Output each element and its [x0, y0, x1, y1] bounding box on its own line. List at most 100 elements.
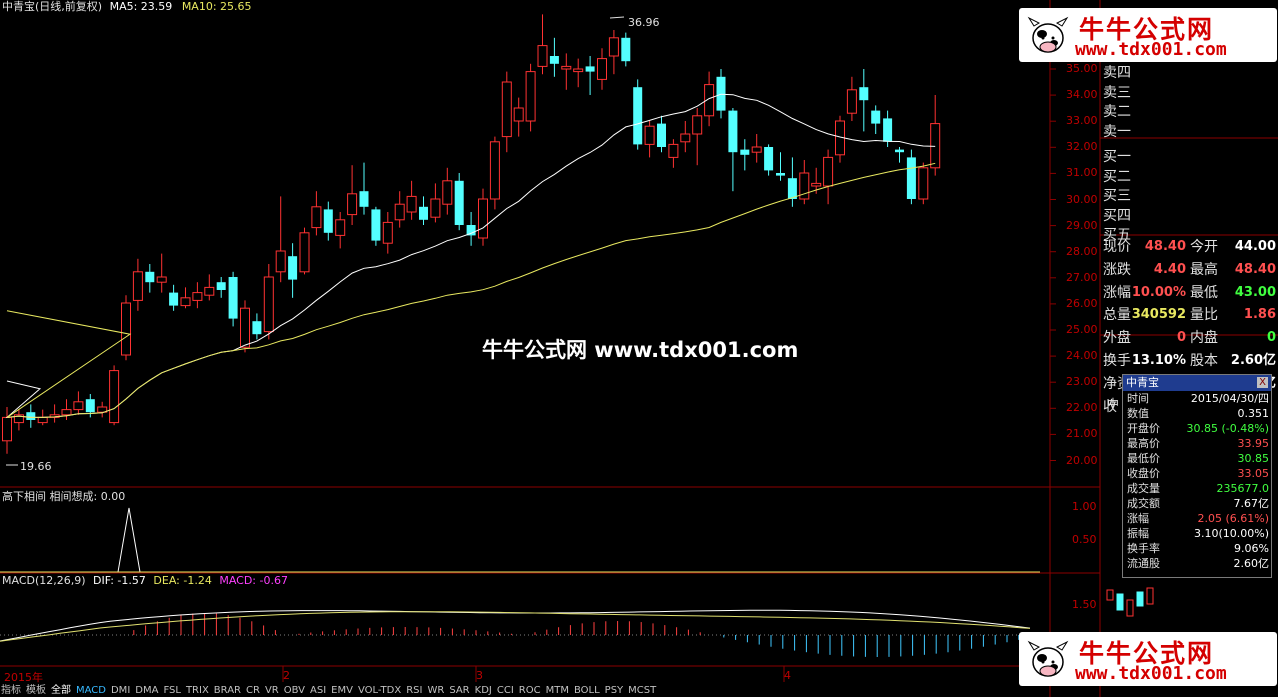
candle-body-down	[787, 178, 797, 199]
tab-boll[interactable]: BOLL	[573, 685, 600, 696]
candle-body-up	[478, 198, 488, 239]
candle-body-up	[692, 115, 703, 135]
macd-dif: DIF: -1.57	[93, 574, 146, 587]
candle-body-up	[513, 107, 524, 122]
tab-obv[interactable]: OBV	[283, 685, 305, 696]
candle-body-up	[751, 146, 762, 153]
quote-label: 总量	[1103, 307, 1131, 324]
data-window-label: 时间	[1127, 392, 1149, 405]
price-axis-label: 30.00	[1066, 192, 1098, 206]
watermark-url: www.tdx001.com	[1075, 39, 1227, 60]
tab-roc[interactable]: ROC	[518, 685, 541, 696]
macd-name: MACD(12,26,9)	[2, 574, 86, 587]
data-window-row: 流通股 2.60亿	[1123, 556, 1271, 571]
tab-brar[interactable]: BRAR	[213, 685, 241, 696]
macd-title: MACD(12,26,9) DIF: -1.57 DEA: -1.24 MACD…	[2, 574, 288, 587]
candle-body-up	[299, 232, 310, 273]
data-window-value: 3.10(10.00%)	[1193, 527, 1269, 540]
candle-body-up	[680, 133, 691, 143]
candle-body-down	[740, 149, 750, 155]
macd-dif-line	[0, 609, 1031, 642]
quote-label: 外盘	[1103, 330, 1131, 347]
tab-macd[interactable]: MACD	[76, 685, 106, 696]
tab-wr[interactable]: WR	[427, 685, 445, 696]
candle-body-up	[37, 416, 48, 424]
tab-mtm[interactable]: MTM	[545, 685, 569, 696]
quote-row: 现价 48.40 今开 44.00	[1100, 236, 1278, 258]
data-window[interactable]: 中青宝 X 时间 2015/04/30/四 数值 0.351 开盘价 30.85 (-0.…	[1122, 374, 1272, 578]
quote-value: 0	[1176, 330, 1186, 346]
indicator-axis-label: 0.50	[1072, 533, 1097, 546]
watermark-logo-bottom: 牛牛公式网 www.tdx001.com	[1019, 632, 1277, 686]
time-axis-label: 2	[283, 669, 290, 682]
data-window-label: 振幅	[1127, 527, 1149, 540]
tab-vr[interactable]: VR	[264, 685, 279, 696]
data-window-label: 流通股	[1127, 557, 1160, 570]
candle-body-up	[823, 156, 834, 187]
tab-cci[interactable]: CCI	[496, 685, 514, 696]
quote-value: 0	[1266, 330, 1276, 346]
tab-全部[interactable]: 全部	[51, 685, 71, 696]
candle-body-up	[61, 409, 72, 416]
data-window-header[interactable]: 中青宝 X	[1123, 375, 1271, 391]
ma-slow-line	[6, 162, 936, 418]
data-window-row: 最高价 33.95	[1123, 436, 1271, 451]
data-window-label: 成交额	[1127, 497, 1160, 510]
data-window-title: 中青宝	[1126, 376, 1159, 389]
candle-body-down	[466, 225, 476, 236]
tab-vol-tdx[interactable]: VOL-TDX	[357, 685, 402, 696]
price-axis-label: 27.00	[1066, 270, 1098, 284]
tab-dma[interactable]: DMA	[135, 685, 159, 696]
mini-candle	[1146, 587, 1154, 605]
watermark-logo-top: 牛牛公式网 www.tdx001.com	[1019, 8, 1277, 62]
close-icon[interactable]: X	[1257, 377, 1268, 388]
quote-value: 13.10%	[1131, 353, 1186, 368]
candle-body-up	[561, 65, 572, 70]
tab-mcst[interactable]: MCST	[628, 685, 657, 696]
watermark-url: www.tdx001.com	[1075, 663, 1227, 684]
candle-body-down	[252, 321, 262, 335]
ma10-label: MA10: 25.65	[181, 0, 252, 13]
candle-body-up	[704, 84, 715, 117]
candle-body-down	[871, 110, 881, 124]
tab-sar[interactable]: SAR	[449, 685, 470, 696]
tab-emv[interactable]: EMV	[331, 685, 353, 696]
data-window-row: 收盘价 33.05	[1123, 466, 1271, 481]
tab-模板[interactable]: 模板	[26, 685, 46, 696]
tab-指标[interactable]: 指标	[1, 685, 21, 696]
high-annotation: 36.96	[628, 16, 660, 29]
candle-body-down	[776, 173, 785, 176]
tab-trix[interactable]: TRIX	[185, 685, 209, 696]
candle-body-up	[406, 195, 417, 213]
tab-rsi[interactable]: RSI	[406, 685, 423, 696]
tab-fsl[interactable]: FSL	[163, 685, 181, 696]
candle-body-down	[621, 37, 631, 62]
candle-body-up	[489, 141, 500, 200]
candle-body-down	[883, 118, 893, 142]
quote-value: 44.00	[1234, 239, 1276, 254]
candle-body-up	[263, 276, 274, 333]
tab-dmi[interactable]: DMI	[110, 685, 131, 696]
candle-body-down	[764, 147, 774, 171]
quote-label: 收	[1103, 398, 1117, 415]
candle-body-down	[859, 87, 869, 101]
chart-header: 中青宝(日线,前复权) MA5: 23.59 MA10: 25.65	[2, 0, 252, 14]
stock-title: 中青宝(日线,前复权)	[2, 0, 103, 13]
quote-label: 内盘	[1190, 330, 1218, 347]
order-book-label: 买五	[1103, 227, 1131, 243]
time-axis-label: 3	[476, 669, 483, 682]
tab-psy[interactable]: PSY	[604, 685, 624, 696]
candle-body-down	[633, 87, 643, 145]
price-axis-label: 24.00	[1066, 349, 1098, 363]
candle-body-down	[359, 191, 369, 207]
quote-label: 最高	[1190, 261, 1218, 278]
price-axis-label: 26.00	[1066, 296, 1098, 310]
tab-asi[interactable]: ASI	[310, 685, 327, 696]
data-window-value: 33.05	[1237, 467, 1270, 480]
tab-kdj[interactable]: KDJ	[474, 685, 492, 696]
mini-candle	[1106, 589, 1114, 601]
tab-cr[interactable]: CR	[246, 685, 260, 696]
candle-body-down	[728, 110, 738, 153]
quote-value: 48.40	[1144, 239, 1186, 254]
